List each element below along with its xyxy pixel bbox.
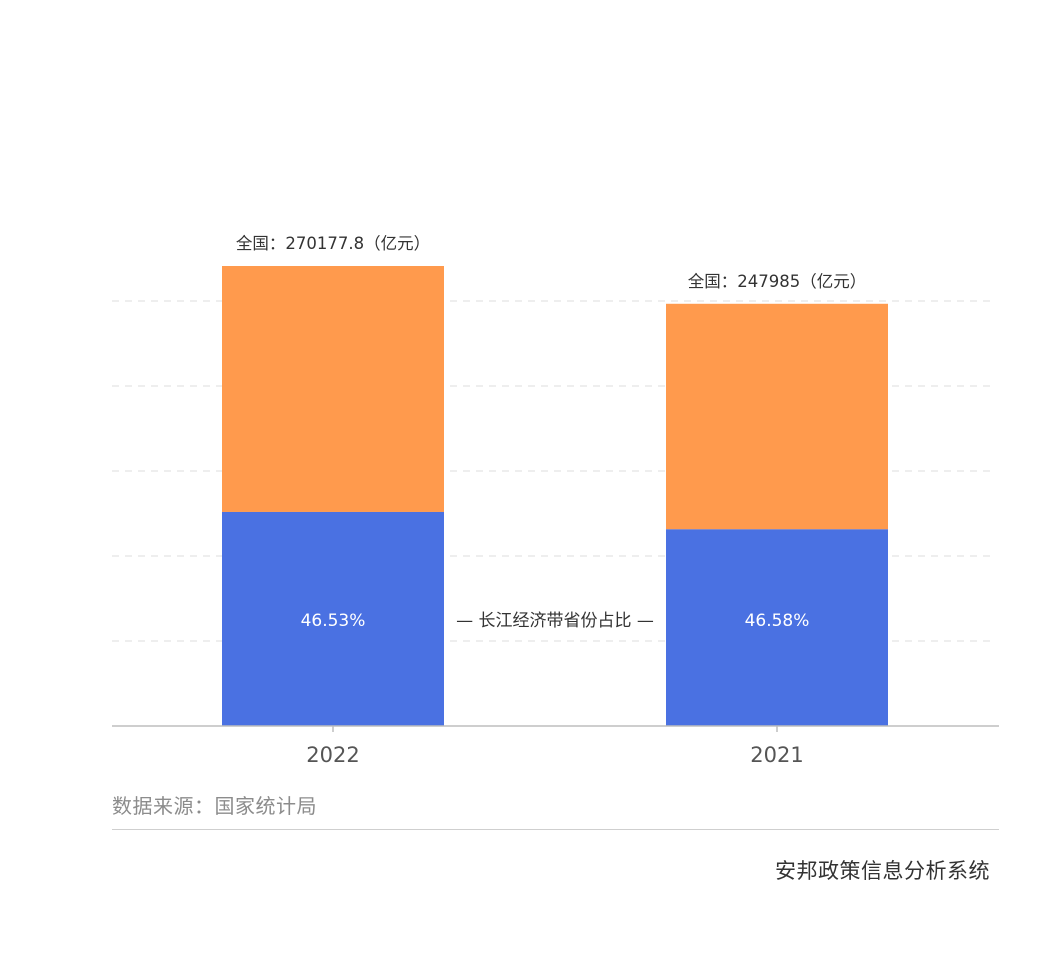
bar-segment-share-2021	[666, 529, 888, 726]
share-value-label: 46.53%	[301, 611, 366, 631]
bar-labels: 46.53% 全国：270177.8（亿元） 46.58% 全国：247985（亿元）	[236, 234, 866, 631]
share-value-label: 46.58%	[745, 611, 810, 631]
total-value-label: 全国：270177.8（亿元）	[236, 234, 430, 253]
brand-label: 安邦政策信息分析系统	[775, 859, 990, 883]
total-value-label: 全国：247985（亿元）	[688, 272, 867, 291]
x-axis-ticks: 2022 2021	[306, 726, 804, 767]
x-tick-label: 2021	[750, 743, 803, 767]
bars	[222, 266, 888, 726]
stacked-bar-chart: 46.53% 全国：270177.8（亿元） 46.58% 全国：247985（亿元）…	[112, 234, 999, 767]
bar-segment-rest-2022	[222, 266, 444, 512]
bar-segment-rest-2021	[666, 303, 888, 530]
series-label: — 长江经济带省份占比 —	[456, 611, 654, 631]
bar-segment-share-2022	[222, 511, 444, 726]
footer-divider	[112, 829, 999, 830]
data-source-label: 数据来源：国家统计局	[112, 794, 317, 818]
x-tick-label: 2022	[306, 743, 359, 767]
